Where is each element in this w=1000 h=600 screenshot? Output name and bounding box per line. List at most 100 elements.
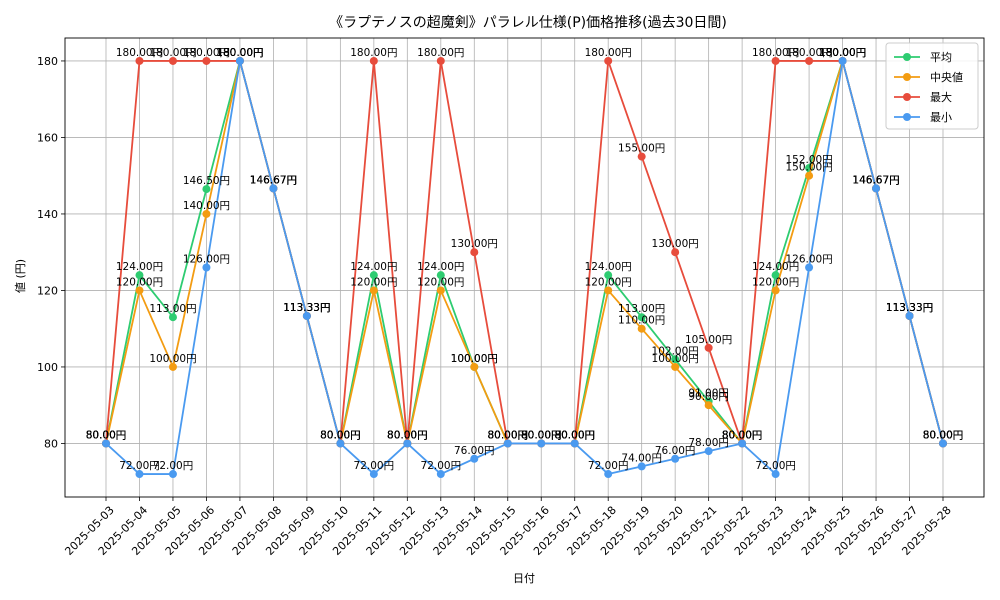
data-label: 110.00円	[618, 315, 665, 327]
data-label: 80.00円	[554, 429, 595, 441]
legend-label: 最小	[930, 111, 952, 124]
data-label: 120.00円	[116, 276, 163, 288]
data-label: 80.00円	[554, 429, 595, 441]
data-label: 80.00円	[387, 429, 428, 441]
data-point	[671, 454, 680, 463]
data-point	[671, 248, 680, 257]
data-label: 80.00円	[722, 429, 763, 441]
data-label: 80.00円	[487, 429, 528, 441]
data-point	[738, 439, 747, 448]
data-label: 150.00円	[785, 162, 832, 174]
data-label: 180.00円	[350, 47, 397, 59]
data-label: 80.00円	[923, 429, 964, 441]
data-label: 80.00円	[923, 429, 964, 441]
data-point	[202, 56, 211, 65]
data-label: 180.00円	[819, 47, 866, 59]
data-label: 180.00円	[183, 47, 230, 59]
data-point	[704, 343, 713, 352]
data-label: 124.00円	[350, 261, 397, 273]
data-point	[369, 286, 378, 295]
data-point	[604, 470, 613, 479]
data-label: 113.33円	[283, 302, 330, 314]
data-label: 90.00円	[688, 391, 729, 403]
data-label: 180.00円	[149, 47, 196, 59]
data-label: 124.00円	[752, 261, 799, 273]
data-point	[872, 184, 881, 193]
data-label: 155.00円	[618, 143, 665, 155]
data-label: 130.00円	[451, 238, 498, 250]
data-label: 80.00円	[521, 429, 562, 441]
data-point	[805, 263, 814, 272]
data-label: 120.00円	[417, 276, 464, 288]
data-label: 80.00円	[86, 429, 127, 441]
data-point	[637, 313, 646, 322]
data-label: 100.00円	[652, 353, 699, 365]
data-label: 80.00円	[923, 429, 964, 441]
data-point	[470, 248, 479, 257]
data-label: 80.00円	[86, 429, 127, 441]
x-axis-title: 日付	[513, 572, 535, 585]
data-label: 180.00円	[785, 47, 832, 59]
data-label: 76.00円	[454, 445, 495, 457]
y-tick-label: 180	[37, 55, 58, 68]
y-tick-label: 80	[44, 437, 58, 450]
data-label: 130.00円	[652, 238, 699, 250]
data-label: 124.00円	[116, 261, 163, 273]
data-label: 146.67円	[250, 174, 297, 186]
data-label: 72.00円	[421, 460, 462, 472]
data-point	[805, 56, 814, 65]
y-axis-title: 値 (円)	[14, 259, 27, 293]
data-point	[637, 324, 646, 333]
series-line	[105, 60, 944, 445]
data-point	[202, 263, 211, 272]
legend-swatch-marker	[903, 73, 911, 81]
data-label: 152.00円	[785, 154, 832, 166]
data-label: 180.00円	[819, 47, 866, 59]
data-label: 180.00円	[116, 47, 163, 59]
data-label: 80.00円	[320, 429, 361, 441]
data-label: 78.00円	[688, 437, 729, 449]
series-lines	[102, 56, 947, 479]
data-point	[805, 171, 814, 180]
y-tick-label: 100	[37, 361, 58, 374]
data-label: 72.00円	[588, 460, 629, 472]
data-label: 80.00円	[722, 429, 763, 441]
data-label: 126.00円	[183, 254, 230, 266]
data-label: 180.00円	[216, 47, 263, 59]
axes: 2025-05-032025-05-042025-05-052025-05-06…	[37, 37, 985, 558]
data-label: 76.00円	[655, 445, 696, 457]
data-point	[771, 470, 780, 479]
legend-label: 平均	[930, 51, 952, 64]
legend-swatch-marker	[903, 53, 911, 61]
data-point	[939, 439, 947, 448]
data-label: 80.00円	[521, 429, 562, 441]
data-label: 100.00円	[451, 353, 498, 365]
data-point	[604, 56, 613, 65]
data-point	[436, 286, 445, 295]
data-label: 180.00円	[216, 47, 263, 59]
data-label: 80.00円	[487, 429, 528, 441]
data-label: 180.00円	[417, 47, 464, 59]
data-point	[704, 401, 713, 410]
data-point	[168, 470, 177, 479]
data-point	[570, 439, 579, 448]
data-label: 80.00円	[521, 429, 562, 441]
data-point	[604, 271, 613, 280]
data-label: 113.33円	[886, 302, 933, 314]
data-label: 146.67円	[852, 174, 899, 186]
data-point	[235, 56, 244, 65]
data-label: 124.00円	[417, 261, 464, 273]
y-tick-label: 160	[37, 131, 58, 144]
data-label: 80.00円	[387, 429, 428, 441]
data-point	[202, 185, 211, 194]
data-point	[102, 439, 110, 448]
data-label: 113.33円	[886, 302, 933, 314]
data-label: 80.00円	[86, 429, 127, 441]
data-label: 180.00円	[752, 47, 799, 59]
data-point	[704, 447, 713, 456]
data-labels: 80.00円 124.00円 113.00円 146.50円 180.00円 146.67…	[86, 47, 964, 472]
data-point	[470, 362, 479, 371]
data-label: 80.00円	[387, 429, 428, 441]
